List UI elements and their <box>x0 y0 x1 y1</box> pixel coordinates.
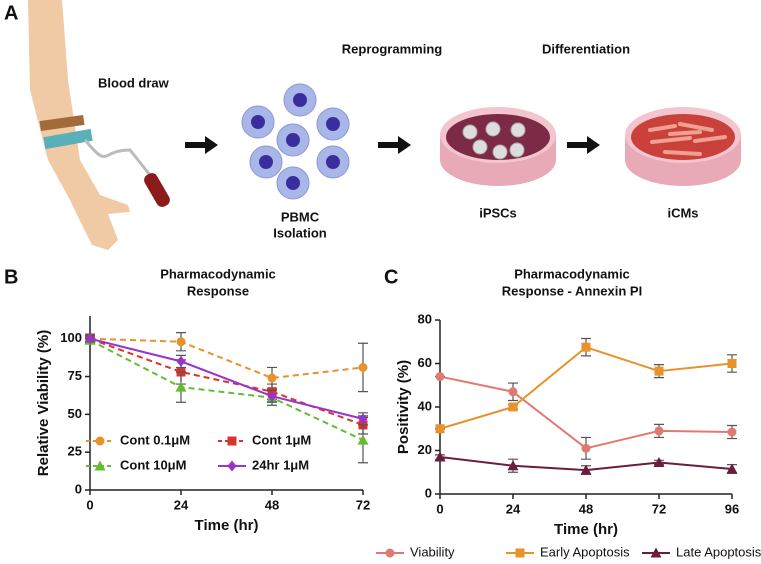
tourniquet <box>39 114 85 132</box>
label-differentiation: Differentiation <box>542 41 630 56</box>
legend-marker <box>94 460 106 471</box>
label-reprogramming: Reprogramming <box>342 41 442 56</box>
y-tick-label: 25 <box>68 444 82 459</box>
y-axis-label: Relative Viability (%) <box>35 330 52 476</box>
y-tick-label: 40 <box>418 398 432 413</box>
x-tick-label: 0 <box>436 501 443 516</box>
label-blood: Blood draw <box>98 75 170 90</box>
panel-a: A Blood draw PBMC Isolation Reprogrammin… <box>4 0 741 250</box>
y-tick-label: 80 <box>418 311 432 326</box>
tube <box>83 139 152 176</box>
label-icm: iCMs <box>667 205 698 220</box>
label-pbmc: Isolation <box>273 225 327 240</box>
marker <box>507 460 519 471</box>
x-axis-label: Time (hr) <box>195 517 259 534</box>
label-ipsc: iPSCs <box>479 205 517 220</box>
y-tick-label: 20 <box>418 442 432 457</box>
legend-label: Cont 1μM <box>252 432 311 447</box>
marker <box>726 463 738 474</box>
chart-title: Response <box>187 283 249 298</box>
y-tick-label: 100 <box>60 330 82 345</box>
panel-label: C <box>384 266 398 288</box>
blood-tube <box>144 173 170 207</box>
marker <box>358 362 368 372</box>
marker <box>175 381 187 392</box>
y-tick-label: 60 <box>418 355 432 370</box>
marker <box>654 366 664 376</box>
arrow <box>378 136 411 154</box>
x-tick-label: 72 <box>652 501 666 516</box>
arrow <box>567 136 600 154</box>
legend-label: Cont 10μM <box>120 457 186 472</box>
y-tick-label: 75 <box>68 368 82 383</box>
chart-title: Pharmacodynamic <box>160 266 276 281</box>
x-tick-label: 48 <box>579 501 593 516</box>
marker <box>654 426 664 436</box>
marker <box>358 413 368 425</box>
label-pbmc: PBMC <box>281 209 320 224</box>
series-line <box>439 346 733 430</box>
x-tick-label: 24 <box>506 501 521 516</box>
marker <box>508 387 518 397</box>
arrow <box>185 136 218 154</box>
marker <box>434 451 446 462</box>
legend-marker <box>650 547 662 558</box>
legend-marker <box>227 460 237 472</box>
marker <box>435 372 445 382</box>
x-tick-label: 96 <box>725 501 739 516</box>
legend-label: Early Apoptosis <box>540 544 630 559</box>
marker <box>580 464 592 475</box>
legend-marker <box>95 436 105 446</box>
series-line <box>89 337 364 426</box>
x-tick-label: 24 <box>174 497 189 512</box>
legend-label: 24hr 1μM <box>252 457 309 472</box>
series-line <box>89 339 364 441</box>
marker <box>581 443 591 453</box>
chart: C Pharmacodynamic Response - Annexin PI 0 20… <box>376 266 761 559</box>
marker <box>85 333 95 345</box>
nuclei <box>251 93 340 190</box>
legend-marker <box>227 436 237 446</box>
legend-label: Viability <box>410 544 455 559</box>
icm-cells <box>648 122 727 156</box>
marker <box>653 456 665 467</box>
marker <box>727 427 737 437</box>
marker <box>727 359 737 368</box>
chart: B Pharmacodynamic Response 0 25 50 75 100 0 24 48 7… <box>4 266 370 534</box>
marker <box>176 355 186 367</box>
series-line <box>89 337 364 420</box>
marker <box>357 434 369 445</box>
legend-label: Late Apoptosis <box>676 544 761 559</box>
x-tick-label: 0 <box>86 497 93 512</box>
panel-label: A <box>4 2 18 24</box>
marker <box>267 373 277 383</box>
y-axis-label: Positivity (%) <box>395 360 412 454</box>
series-line <box>89 337 364 380</box>
marker <box>581 342 591 352</box>
marker <box>508 402 518 412</box>
chart-title: Pharmacodynamic <box>514 266 630 281</box>
x-axis-label: Time (hr) <box>554 521 618 538</box>
legend-marker <box>385 548 395 558</box>
marker <box>176 337 186 347</box>
arm <box>28 0 130 250</box>
y-tick-label: 0 <box>75 481 82 496</box>
panel-label: B <box>4 266 18 288</box>
legend-label: Cont 0.1μM <box>120 432 190 447</box>
legend-marker <box>515 548 525 558</box>
x-tick-label: 48 <box>265 497 279 512</box>
ipsc-colonies <box>462 121 526 160</box>
y-tick-label: 0 <box>425 485 432 500</box>
x-tick-label: 72 <box>356 497 370 512</box>
y-tick-label: 50 <box>68 406 82 421</box>
marker <box>267 390 277 402</box>
bandage <box>43 128 93 150</box>
marker <box>435 424 445 434</box>
chart-title: Response - Annexin PI <box>502 283 642 298</box>
